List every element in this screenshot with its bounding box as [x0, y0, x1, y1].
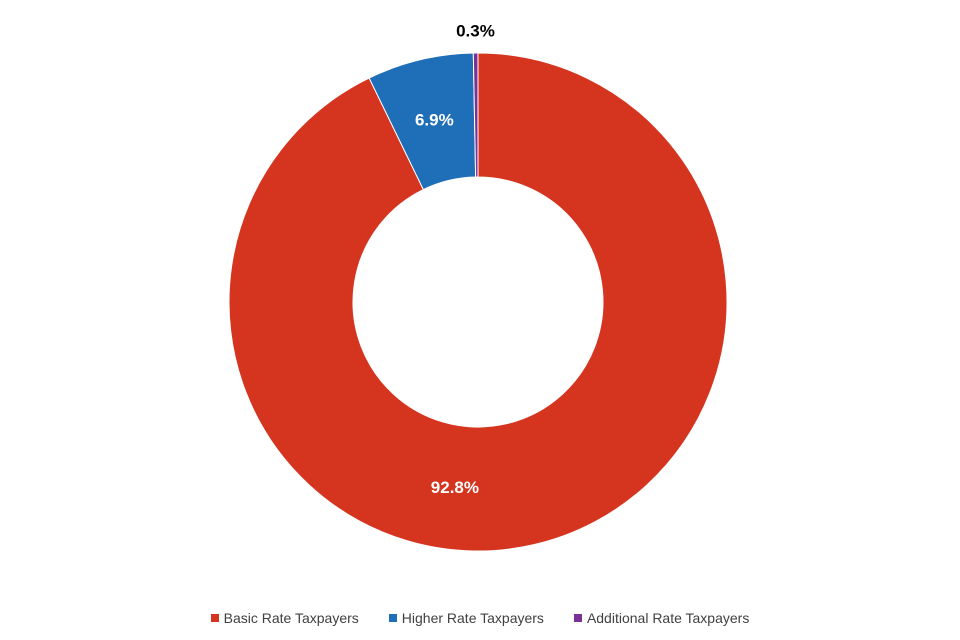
legend-swatch-basic-rate — [210, 614, 219, 622]
legend-entry-additional-rate: Additional Rate Taxpayers — [573, 610, 750, 626]
data-label-higher-rate: 6.9% — [415, 111, 454, 130]
legend-swatch-additional-rate — [573, 614, 582, 622]
slice-basic-rate — [228, 52, 728, 552]
slice-additional-rate — [472, 52, 479, 178]
data-label-additional-rate: 0.3% — [456, 22, 495, 41]
chart-legend: Basic Rate Taxpayers Higher Rate Taxpaye… — [0, 606, 960, 630]
legend-entry-higher-rate: Higher Rate Taxpayers — [388, 610, 544, 626]
legend-label-higher-rate: Higher Rate Taxpayers — [401, 610, 544, 626]
data-label-basic-rate: 92.8% — [431, 478, 479, 497]
legend-label-additional-rate: Additional Rate Taxpayers — [586, 610, 750, 626]
legend-entry-basic-rate: Basic Rate Taxpayers — [210, 610, 359, 626]
legend-label-basic-rate: Basic Rate Taxpayers — [223, 610, 359, 626]
legend-swatch-higher-rate — [388, 614, 397, 622]
